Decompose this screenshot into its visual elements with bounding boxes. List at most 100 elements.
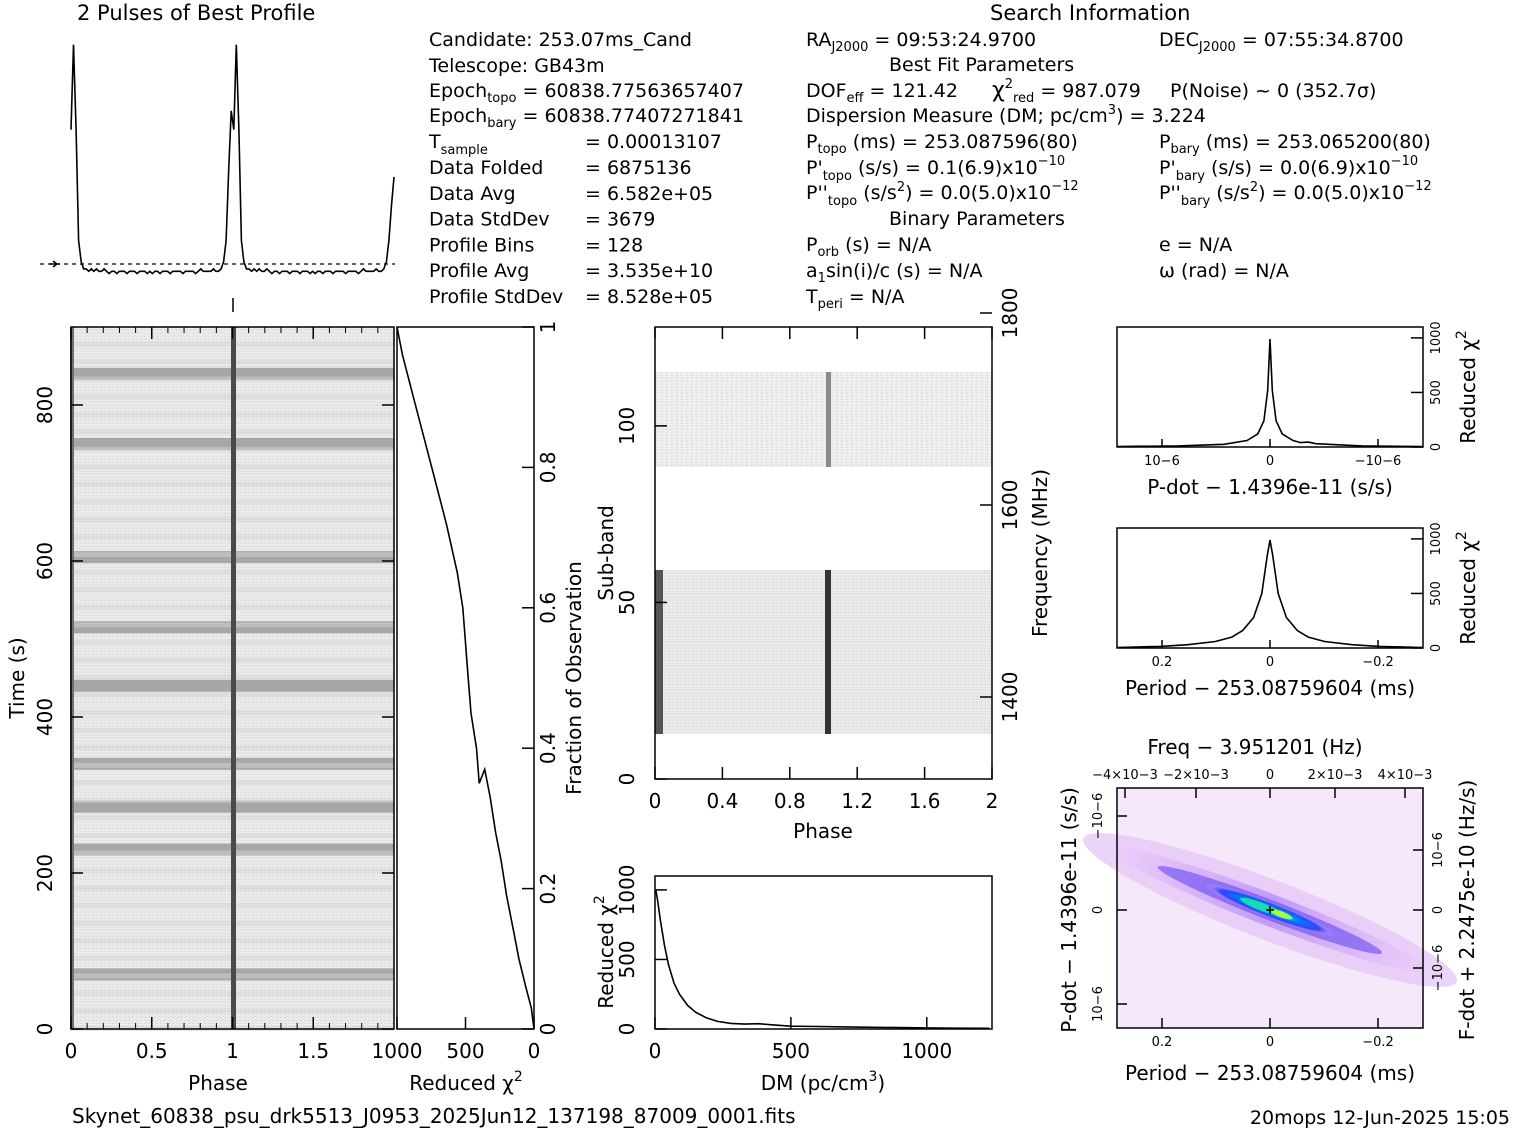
- pnoise-text: P(Noise) ~ 0 (352.7σ): [1170, 80, 1376, 102]
- p-pdot-xlabel: Period − 253.08759604 (ms): [1125, 1061, 1415, 1085]
- small-xtick-label: 0.2: [1152, 655, 1173, 670]
- profile-curve: [70, 44, 395, 275]
- profile-title: 2 Pulses of Best Profile: [77, 1, 315, 25]
- chi-fraction-ylabel: Fraction of Observation: [562, 561, 586, 795]
- epoch-topo: Epochtopo = 60838.77563657407: [429, 80, 744, 106]
- subband-phase-right-label: Frequency (MHz): [1028, 469, 1052, 637]
- subband-xtick-label: 2: [986, 789, 999, 813]
- binary-title: Binary Parameters: [889, 208, 1065, 230]
- subband-phase-plot: 0 0.4 0.8 1.2 1.6 2 0 50 100 1400 1600 1800 Phase S…: [594, 288, 1052, 843]
- p-pdot-top-tick-label: 4×10−3: [1378, 768, 1433, 783]
- p-pdot-top-tick-label: 2×10−3: [1308, 768, 1363, 783]
- chi-fraction-ytick-label: 0: [536, 1023, 560, 1036]
- p-pdot-xtick-label: 0: [1266, 1035, 1274, 1050]
- subband-upper-band: [655, 372, 992, 467]
- pdot-topo-text: P'topo (s/s) = 0.1(6.9)x10−10: [806, 154, 1065, 184]
- time-phase-ytick-label: 800: [33, 386, 57, 424]
- subband-phase-frame: [654, 326, 993, 780]
- porb-text: Porb (s) = N/A: [806, 234, 931, 260]
- ecc-text: e = N/A: [1159, 234, 1232, 256]
- subband-ytick-label: 50: [615, 590, 639, 615]
- dm-curve: [655, 889, 990, 1030]
- info-rows: Data Folded = 6875136 Data Avg = 6.582e+05 D…: [429, 157, 713, 308]
- subband-xtick-label: 1.2: [841, 789, 873, 813]
- pbary-text: Pbary (ms) = 253.065200(80): [1159, 131, 1431, 157]
- dm-plot: 0 500 1000 0 500 1000 DM (pc/cm3) Reduced χ2: [592, 864, 993, 1095]
- info-row-label: Profile Avg: [429, 260, 529, 282]
- period-frame: [1116, 527, 1424, 649]
- chi-fraction-frame: [396, 326, 535, 1030]
- p-pdot-top-tick-label: −4×10−3: [1092, 768, 1158, 783]
- timestamp-text: 20mops 12-Jun-2025 15:05: [1250, 1107, 1510, 1129]
- small-xtick-label: −10−6: [1355, 454, 1402, 469]
- p-pdot-right-tick-label: −10−6: [1431, 945, 1446, 992]
- subband-lower-band: [655, 570, 992, 734]
- chi-fraction-xtick-label: 0: [528, 1039, 541, 1063]
- p-pdot-ytick-label: 10−6: [1091, 986, 1106, 1022]
- chi-fraction-xtick-label: 500: [446, 1039, 484, 1063]
- subband-lower-edge: [655, 570, 663, 734]
- ptopo-text: Ptopo (ms) = 253.087596(80): [806, 131, 1078, 157]
- filename-text: Skynet_60838_psu_drk5513_J0953_2025Jun12…: [72, 1104, 796, 1128]
- best-fit-title: Best Fit Parameters: [889, 54, 1074, 76]
- p-pdot-plot: 0.2 0 −0.2 −4×10−3 −2×10−3 0 2×10−3 4×10−3 −10−6…: [1057, 735, 1479, 1085]
- tperi-text: Tperi = N/A: [805, 286, 904, 312]
- chi-fraction-ytick-label: 0.2: [536, 873, 560, 905]
- time-phase-xtick-label: 0: [65, 1039, 78, 1063]
- period-axes: 0.2 0 −0.2 0 500 1000: [1152, 522, 1444, 670]
- small-xtick-label: 10−6: [1144, 454, 1180, 469]
- chi-fraction-ytick-label: 0.6: [536, 592, 560, 624]
- a1sini-text: a1sin(i)/c (s) = N/A: [806, 260, 982, 286]
- p-pdot-ylabel: P-dot − 1.4396e-11 (s/s): [1057, 787, 1081, 1033]
- subband-ytick-label: 0: [615, 773, 639, 786]
- info-row-value: = 3679: [585, 209, 655, 231]
- period-ylabel: Reduced χ2: [1454, 531, 1480, 645]
- info-row-value: = 128: [585, 234, 643, 256]
- time-phase-ytick-label: 600: [33, 542, 57, 580]
- pdot-ylabel: Reduced χ2: [1454, 330, 1480, 444]
- chi-fraction-ytick-label: 1: [536, 321, 560, 334]
- info-row-value: = 3.535e+10: [585, 260, 713, 282]
- p-pdot-xtick-label: 0.2: [1152, 1035, 1173, 1050]
- ra-text: RAJ2000 = 09:53:24.9700: [806, 29, 1036, 55]
- info-row-label: Profile StdDev: [429, 286, 563, 308]
- dm-ytick-label: 1000: [615, 864, 639, 915]
- pddot-topo-text: P''topo (s/s2) = 0.0(5.0)x10−12: [806, 179, 1079, 209]
- dof-text: DOFeff = 121.42: [806, 80, 958, 106]
- subband-xtick-label: 0: [649, 789, 662, 813]
- pdot-axes: 10−6 0 −10−6 0 500 1000: [1144, 321, 1444, 469]
- subband-phase-xlabel: Phase: [793, 819, 853, 843]
- info-row-label: Data StdDev: [429, 209, 550, 231]
- candidate-text: Candidate: 253.07ms_Cand: [429, 29, 692, 51]
- epoch-bary: Epochbary = 60838.77407271841: [429, 105, 744, 131]
- time-phase-xtick-label: 1.5: [297, 1039, 329, 1063]
- chi-fraction-plot: 1000 500 0 0 0.2 0.4 0.6 0.8 1 Reduced χ2 Fracti…: [372, 321, 586, 1095]
- p-pdot-axes: 0.2 0 −0.2 −4×10−3 −2×10−3 0 2×10−3 4×10−3 −10−6…: [1091, 768, 1446, 1050]
- info-row-label: Profile Bins: [429, 234, 534, 256]
- pddot-bary-text: P''bary (s/s2) = 0.0(5.0)x10−12: [1159, 179, 1432, 209]
- subband-xtick-label: 0.4: [706, 789, 738, 813]
- time-phase-ylabel: Time (s): [5, 637, 29, 719]
- p-pdot-right-tick-label: 10−6: [1431, 832, 1446, 868]
- period-plot: 0.2 0 −0.2 0 500 1000 Period − 253.08759604 (…: [1116, 522, 1480, 700]
- subband-xtick-label: 0.8: [774, 789, 806, 813]
- small-xtick-label: 0: [1266, 655, 1274, 670]
- dm-text: Dispersion Measure (DM; pc/cm3) = 3.224: [806, 103, 1206, 127]
- telescope-text: Telescope: GB43m: [428, 55, 605, 77]
- info-column-candidate: Candidate: 253.07ms_Cand Telescope: GB43…: [428, 29, 744, 308]
- subband-upper-pulse: [826, 372, 831, 467]
- time-phase-xtick-label: 1: [226, 1039, 239, 1063]
- p-pdot-top-tick-label: 0: [1266, 768, 1274, 783]
- subband-ytick-label: 100: [615, 407, 639, 445]
- small-ytick-label: 1000: [1429, 522, 1444, 555]
- info-row-label: Data Folded: [429, 157, 543, 179]
- small-ytick-label: 0: [1429, 443, 1444, 451]
- time-phase-pulse-track: [231, 327, 236, 1029]
- chi-fraction-curve: [396, 326, 535, 1030]
- p-pdot-ytick-label: −10−6: [1091, 793, 1106, 840]
- time-phase-plot: 0 0.5 1 1.5 0 200 400 600 800 Phase Time (s): [5, 326, 395, 1095]
- p-pdot-right-tick-label: 0: [1431, 906, 1446, 914]
- pdot-plot: 10−6 0 −10−6 0 500 1000 P-dot − 1.4396e-11 (s…: [1116, 321, 1480, 499]
- subband-phase-ylabel: Sub-band: [594, 505, 618, 601]
